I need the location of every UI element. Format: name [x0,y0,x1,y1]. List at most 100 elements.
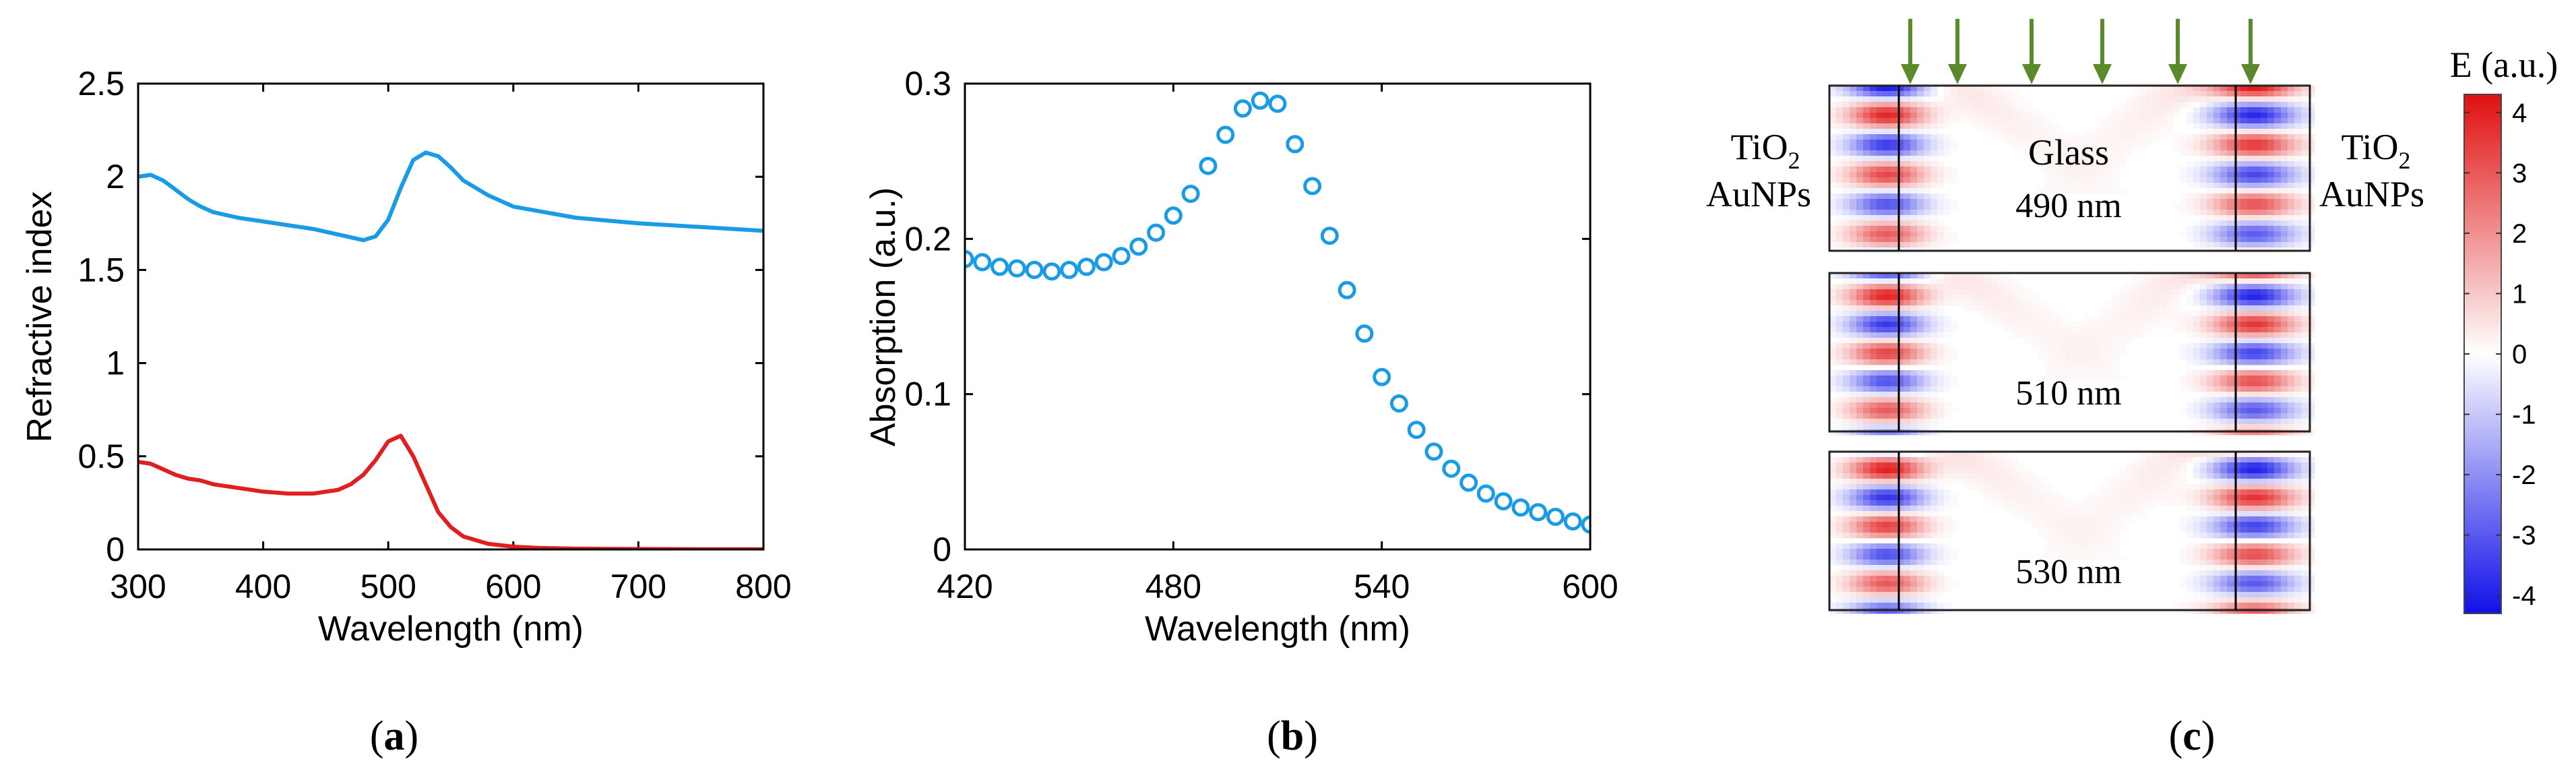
panel-b-data-point [1546,508,1565,527]
panel-a-ytick-label: 2 [106,158,125,196]
colorbar-tick-label: -1 [2512,400,2536,430]
field-map-510: 510 nm [1828,272,2315,436]
incident-light-arrows [1901,19,2260,84]
panel-b-data-point [1424,442,1443,461]
panel-a-letter: a [384,713,405,759]
left-material-line2: AuNPs [1706,174,1811,214]
panel-b-data-point [1233,99,1252,118]
panel-b-data-point [1129,237,1148,256]
field-map-label-530: 530 nm [2015,553,2121,591]
panel-c-letter: c [2182,713,2201,759]
panel-b-xlabel: Wavelength (nm) [1145,609,1410,649]
colorbar: E (a.u.) 4 3 2 1 0 -1 -2 -3 -4 [2450,44,2558,614]
panel-b-data-point [1476,484,1495,503]
panel-b-xtick-label: 600 [1562,568,1618,605]
panel-a-series [138,150,763,549]
panel-b-ytick-label: 0.3 [904,65,951,102]
panel-b-data-point [1077,258,1096,276]
panel-b-data-point [1494,492,1513,511]
panel-a-ytick-label: 2.5 [77,65,125,102]
panel-a: 300 400 500 600 700 800 0 0.5 1 1.5 2 2.5 Wavelengt… [20,65,792,759]
colorbar-tick-label: -4 [2512,581,2536,611]
panel-b-data-point [1268,94,1287,113]
right-material-line2: AuNPs [2319,174,2424,214]
panel-a-ytick-label: 1 [106,344,125,382]
panel-c-label: (c) [2169,713,2216,759]
panel-a-xtick-label: 500 [360,568,416,605]
panel-b-data-point [1251,91,1269,110]
panel-b-data-point [1164,206,1183,225]
panel-a-xlabel: Wavelength (nm) [318,609,584,649]
panel-b-ytick-label: 0.2 [904,220,951,258]
panel-b-data-point [1286,135,1305,154]
panel-a-xtick-label: 300 [110,568,166,605]
panel-b-data-point [1373,367,1391,386]
colorbar-tick-label: -3 [2512,521,2536,551]
colorbar-tick-label: 2 [2512,219,2527,249]
panel-c: 490 nm 510 nm 530 nm TiO2 AuNPs TiO2 AuN… [1706,19,2558,759]
field-map-530: 530 nm [1828,450,2315,614]
panel-a-series-line-n [138,150,763,243]
panel-b-data-point [1112,247,1131,266]
panel-b-axes-box [964,82,1592,551]
colorbar-tick-label: 3 [2512,158,2527,188]
panel-b-data-point [1199,156,1218,175]
field-map-490: 490 nm [1828,84,2315,253]
panel-b-data-point [973,253,992,272]
panel-b-data-point [1459,473,1478,492]
colorbar-gradient [2463,94,2502,614]
panel-a-xtick-label: 800 [735,568,791,605]
panel-b: 420 480 540 600 0 0.1 0.2 0.3 Wavelength (nm) A… [864,65,1619,759]
panel-b-data-point [991,258,1009,276]
colorbar-tick-label: 4 [2512,98,2527,128]
colorbar-tick-label: 0 [2512,340,2527,369]
panel-b-data-point [1181,185,1200,203]
panel-b-data-point [1216,125,1235,144]
field-map-label-490: 490 nm [2015,187,2121,225]
arrow-head-icon [1901,64,1920,84]
arrow-head-icon [2241,64,2260,84]
panel-a-ytick-label: 1.5 [77,251,125,289]
panel-a-axes-box [137,82,765,551]
panel-b-data-point [1355,324,1374,343]
panel-b-data-point [1094,253,1113,272]
panel-a-series-line-k [138,433,763,549]
panel-b-ytick-label: 0 [933,531,951,568]
panel-b-data-point [1511,498,1530,517]
panel-a-ytick-label: 0.5 [77,438,125,475]
panel-b-data-point [965,249,974,268]
arrow-head-icon [2168,64,2187,84]
arrow-head-icon [2093,64,2112,84]
panel-b-data-point [1338,280,1356,299]
colorbar-ticks: 4 3 2 1 0 -1 -2 -3 -4 [2464,98,2536,611]
panel-b-data-point [1581,515,1590,534]
arrow-head-icon [2022,64,2041,84]
panel-a-ticks: 300 400 500 600 700 800 0 0.5 1 1.5 2 2.5 [77,65,791,605]
panel-b-data-point [1042,262,1061,281]
field-map-label-510: 510 nm [2015,374,2121,413]
panel-b-ytick-label: 0.1 [904,376,951,413]
panel-a-xtick-label: 700 [610,568,666,605]
panel-b-data-point [1442,459,1461,478]
colorbar-title: E (a.u.) [2450,44,2558,85]
panel-b-data-point [1563,512,1582,531]
panel-b-data-point [1303,177,1322,196]
panel-a-label: (a) [370,713,418,759]
panel-b-data-point [1147,223,1166,242]
panel-b-data-point [1060,260,1079,279]
panel-b-data-point [1007,259,1026,278]
panel-b-ticks: 420 480 540 600 0 0.1 0.2 0.3 [904,65,1618,605]
panel-b-ylabel: Absorption (a.u.) [864,187,903,446]
arrow-head-icon [1948,64,1967,84]
colorbar-tick-label: -2 [2512,460,2536,490]
panel-b-data-point [1407,421,1426,440]
panel-b-series [965,91,1590,534]
panel-a-ytick-label: 0 [106,531,125,568]
panel-b-label: (b) [1267,713,1318,759]
panel-a-xtick-label: 600 [485,568,541,605]
panel-a-ylabel: Refractive index [20,191,59,443]
panel-b-xtick-label: 480 [1145,568,1201,605]
left-material-line1: TiO2 [1730,127,1800,174]
colorbar-tick-label: 1 [2512,279,2527,309]
